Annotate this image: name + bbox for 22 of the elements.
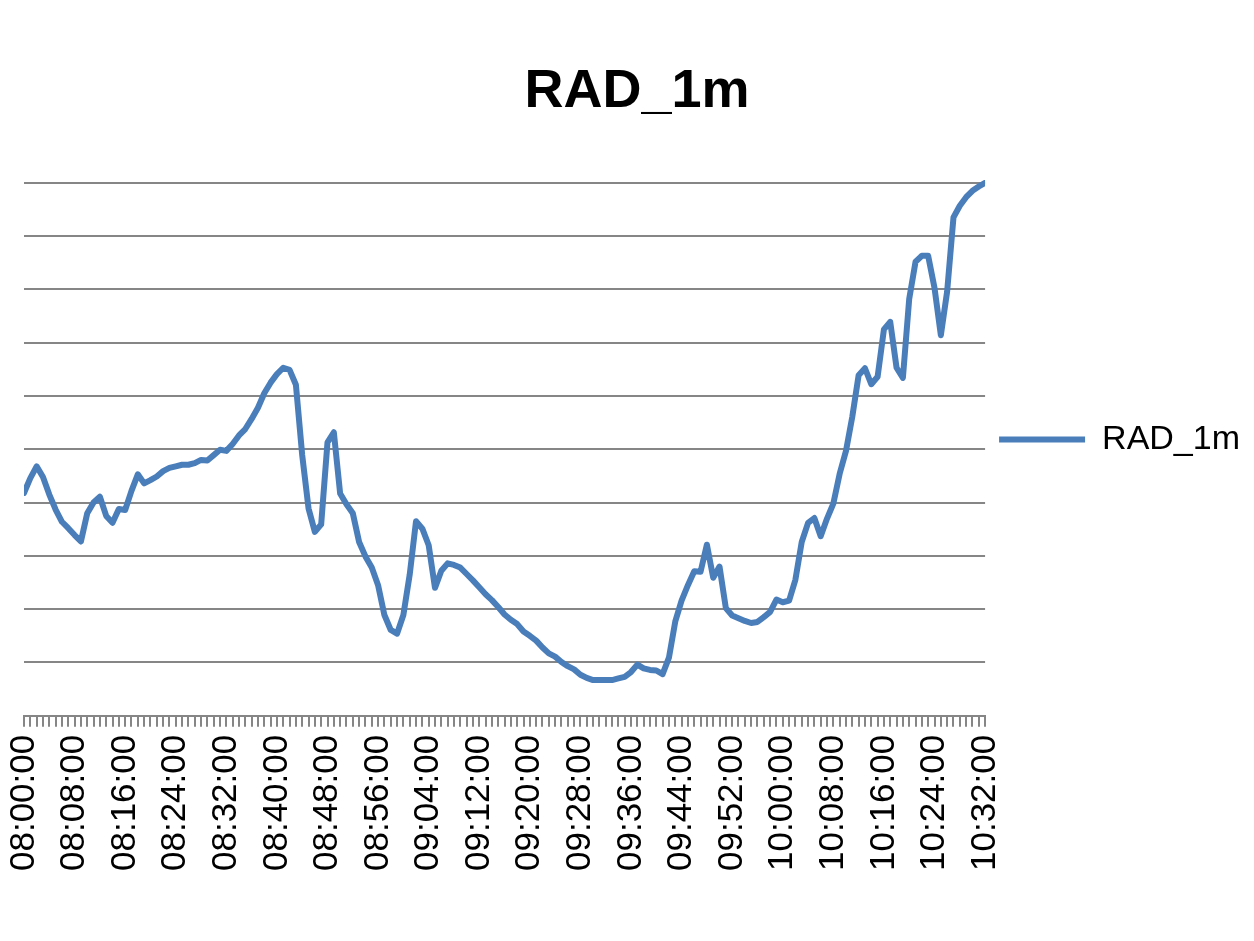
- x-tick-label: 09:12:00: [456, 734, 496, 872]
- x-tick-label: 09:28:00: [558, 734, 598, 872]
- x-tick-label: 08:56:00: [355, 734, 395, 872]
- x-tick-label: 10:24:00: [912, 734, 952, 872]
- x-tick-label: 10:08:00: [810, 734, 850, 872]
- x-tick-label: 08:24:00: [153, 734, 193, 872]
- x-tick-label: 08:40:00: [254, 734, 294, 872]
- x-tick-label: 09:04:00: [406, 734, 446, 872]
- x-tick-label: 09:36:00: [608, 734, 648, 872]
- x-tick-label: 10:16:00: [861, 734, 901, 872]
- chart-title: RAD_1m: [524, 58, 750, 119]
- x-tick-label: 09:44:00: [659, 734, 699, 872]
- legend-label: RAD_1m: [1102, 417, 1241, 456]
- x-tick-label: 08:48:00: [305, 734, 345, 872]
- x-tick-label: 09:52:00: [709, 734, 749, 872]
- x-tick-label: 09:20:00: [507, 734, 547, 872]
- x-tick-label: 08:00:00: [1, 734, 41, 872]
- x-tick-label: 08:08:00: [52, 734, 92, 872]
- x-tick-label: 10:00:00: [760, 734, 800, 872]
- x-tick-label: 10:32:00: [962, 734, 1002, 872]
- x-tick-label: 08:16:00: [102, 734, 142, 872]
- x-tick-label: 08:32:00: [203, 734, 243, 872]
